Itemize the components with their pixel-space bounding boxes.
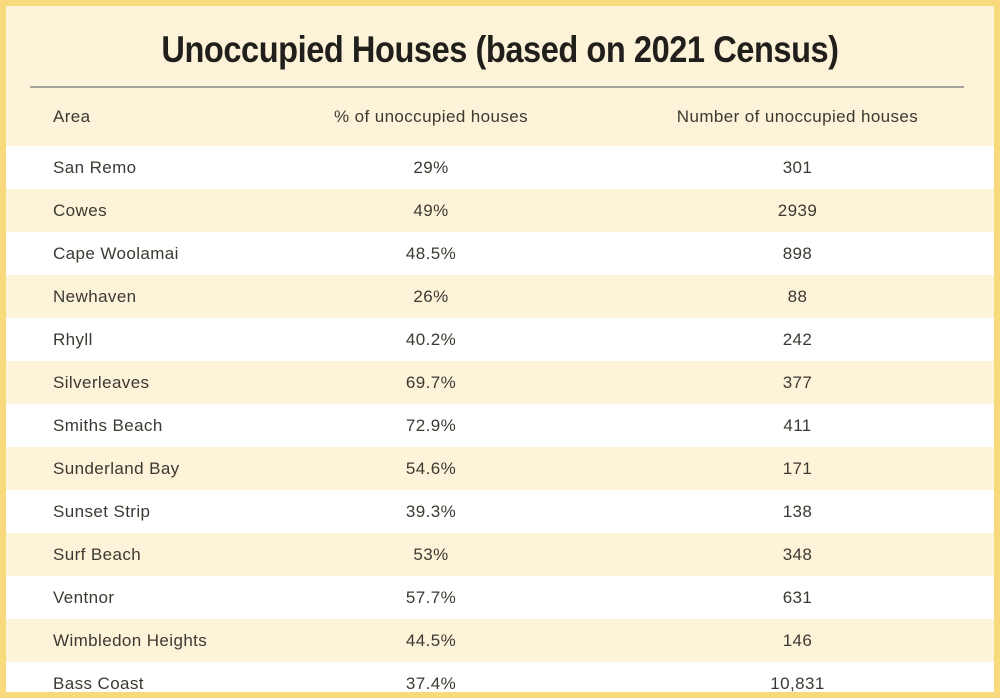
header-number-unoccupied: Number of unoccupied houses <box>676 107 919 126</box>
number-cell: 898 <box>782 243 813 263</box>
percent-cell: 37.4% <box>405 673 457 693</box>
area-cell: Rhyll <box>53 329 93 349</box>
table-header: Area % of unoccupied houses Number of un… <box>6 88 994 146</box>
header-area: Area <box>53 107 91 126</box>
area-cell: Sunderland Bay <box>53 458 180 478</box>
percent-cell: 53% <box>413 544 449 564</box>
area-cell: Wimbledon Heights <box>53 630 208 650</box>
table-row: Newhaven 26% 88 <box>6 275 994 318</box>
percent-cell: 72.9% <box>405 415 457 435</box>
number-cell: 631 <box>782 587 813 607</box>
percent-cell: 69.7% <box>405 372 457 392</box>
table-row: Surf Beach 53% 348 <box>6 533 994 576</box>
unoccupied-houses-table: Area % of unoccupied houses Number of un… <box>6 88 994 693</box>
percent-cell: 39.3% <box>405 501 457 521</box>
number-cell: 10,831 <box>770 673 825 693</box>
table-row: Sunset Strip 39.3% 138 <box>6 490 994 533</box>
area-cell: Ventnor <box>53 587 115 607</box>
area-cell: San Remo <box>53 157 137 177</box>
table-row: Cowes 49% 2939 <box>6 189 994 232</box>
area-cell: Bass Coast <box>53 673 144 693</box>
number-cell: 88 <box>787 286 808 306</box>
percent-cell: 44.5% <box>405 630 457 650</box>
table-row: Wimbledon Heights 44.5% 146 <box>6 619 994 662</box>
number-cell: 146 <box>782 630 813 650</box>
number-cell: 301 <box>782 157 813 177</box>
table-row: Sunderland Bay 54.6% 171 <box>6 447 994 490</box>
number-cell: 138 <box>782 501 813 521</box>
percent-cell: 26% <box>413 286 449 306</box>
table-row: Silverleaves 69.7% 377 <box>6 361 994 404</box>
area-cell: Cape Woolamai <box>53 243 179 263</box>
number-cell: 411 <box>783 415 812 435</box>
table-row: Rhyll 40.2% 242 <box>6 318 994 361</box>
page-title: Unoccupied Houses (based on 2021 Census) <box>161 29 839 70</box>
percent-cell: 29% <box>413 157 449 177</box>
table-row: San Remo 29% 301 <box>6 146 994 189</box>
table-row: Bass Coast 37.4% 10,831 <box>6 662 994 693</box>
number-cell: 377 <box>782 372 813 392</box>
percent-cell: 54.6% <box>405 458 457 478</box>
table-row: Ventnor 57.7% 631 <box>6 576 994 619</box>
area-cell: Surf Beach <box>53 544 142 564</box>
table-body: San Remo 29% 301 Cowes 49% 2939 Cape Woo… <box>6 146 994 693</box>
percent-cell: 40.2% <box>405 329 457 349</box>
number-cell: 171 <box>782 458 813 478</box>
header-percent-unoccupied: % of unoccupied houses <box>333 107 529 126</box>
area-cell: Newhaven <box>53 286 137 306</box>
number-cell: 348 <box>782 544 813 564</box>
area-cell: Cowes <box>53 200 107 220</box>
area-cell: Silverleaves <box>53 372 150 392</box>
title-divider <box>30 86 964 88</box>
percent-cell: 57.7% <box>405 587 457 607</box>
number-cell: 242 <box>782 329 813 349</box>
area-cell: Smiths Beach <box>53 415 163 435</box>
percent-cell: 49% <box>413 200 449 220</box>
number-cell: 2939 <box>777 200 818 220</box>
header-row: Area % of unoccupied houses Number of un… <box>6 88 994 146</box>
table-row: Cape Woolamai 48.5% 898 <box>6 232 994 275</box>
table-row: Smiths Beach 72.9% 411 <box>6 404 994 447</box>
area-cell: Sunset Strip <box>53 501 151 521</box>
percent-cell: 48.5% <box>405 243 457 263</box>
